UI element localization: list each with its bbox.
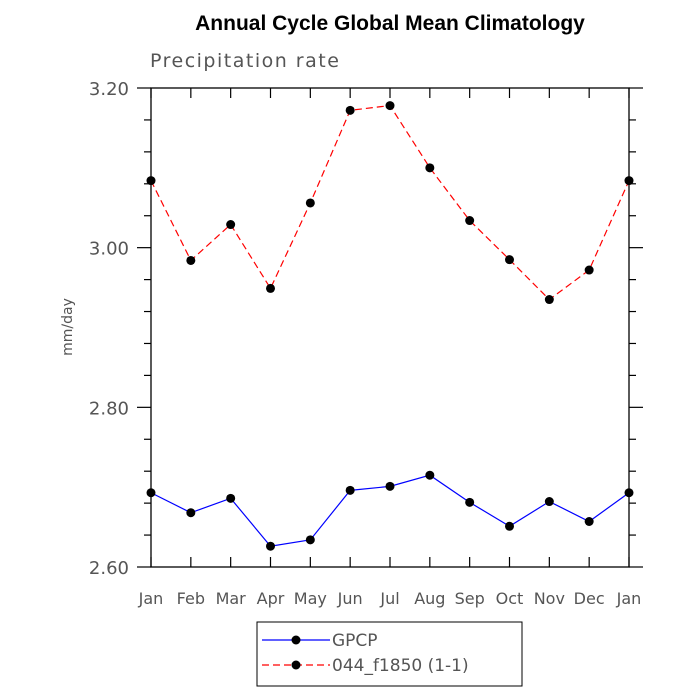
data-point bbox=[266, 283, 275, 293]
axes: Jan Feb Mar Apr May Jun Jul Aug Sep Oct Nov Dec Jan 2… bbox=[89, 79, 643, 608]
data-point bbox=[624, 488, 634, 498]
data-point bbox=[624, 176, 634, 186]
x-tick-label: Apr bbox=[257, 589, 285, 608]
x-tick-label: Feb bbox=[177, 589, 205, 608]
data-point bbox=[544, 295, 554, 305]
data-point bbox=[584, 516, 594, 526]
data-point bbox=[425, 163, 435, 173]
legend-box bbox=[256, 621, 523, 687]
data-point bbox=[505, 521, 514, 531]
y-tick-label: 2.60 bbox=[89, 558, 129, 579]
y-axis-label: mm/day bbox=[60, 298, 76, 356]
data-point bbox=[465, 216, 475, 226]
data-point bbox=[345, 105, 355, 115]
data-point bbox=[266, 541, 275, 551]
legend-label-2: 044_f1850 (1-1) bbox=[332, 656, 469, 676]
chart-title: Annual Cycle Global Mean Climatology bbox=[195, 12, 585, 35]
data-point bbox=[425, 470, 435, 480]
data-point bbox=[465, 497, 475, 507]
data-point bbox=[226, 493, 236, 503]
x-tick-label: Jun bbox=[337, 589, 363, 608]
x-tick-label: Mar bbox=[216, 589, 247, 608]
data-point bbox=[584, 265, 594, 275]
data-point bbox=[226, 220, 236, 230]
data-point bbox=[305, 198, 315, 208]
data-point bbox=[345, 485, 355, 495]
data-point bbox=[146, 488, 156, 498]
legend-marker bbox=[291, 660, 301, 670]
data-point bbox=[146, 176, 156, 186]
plot-frame bbox=[150, 87, 630, 568]
legend-label-1: GPCP bbox=[332, 631, 378, 651]
data-point bbox=[186, 508, 196, 518]
data-point bbox=[305, 535, 315, 545]
legend-marker bbox=[291, 635, 301, 645]
series-line-2 bbox=[150, 104, 630, 301]
data-point bbox=[505, 255, 514, 265]
x-tick-label: Jan bbox=[138, 589, 164, 608]
y-tick-label: 2.80 bbox=[89, 398, 129, 419]
data-point bbox=[544, 497, 554, 507]
y-tick-label: 3.00 bbox=[89, 239, 129, 260]
series-layer bbox=[146, 101, 634, 551]
y-tick-label: 3.20 bbox=[89, 79, 129, 100]
x-tick-label: Sep bbox=[455, 589, 485, 608]
data-point bbox=[385, 101, 395, 111]
x-tick-label: Jul bbox=[379, 589, 399, 608]
x-tick-label: Jan bbox=[616, 589, 642, 608]
x-tick-label: Aug bbox=[414, 589, 445, 608]
x-tick-label: Nov bbox=[534, 589, 565, 608]
x-tick-label: May bbox=[294, 589, 327, 608]
chart-subtitle: Precipitation rate bbox=[150, 50, 340, 72]
x-tick-label: Dec bbox=[574, 589, 605, 608]
legend: GPCP 044_f1850 (1-1) bbox=[256, 621, 523, 687]
x-tick-label: Oct bbox=[496, 589, 524, 608]
data-point bbox=[385, 481, 395, 491]
data-point bbox=[186, 255, 196, 265]
